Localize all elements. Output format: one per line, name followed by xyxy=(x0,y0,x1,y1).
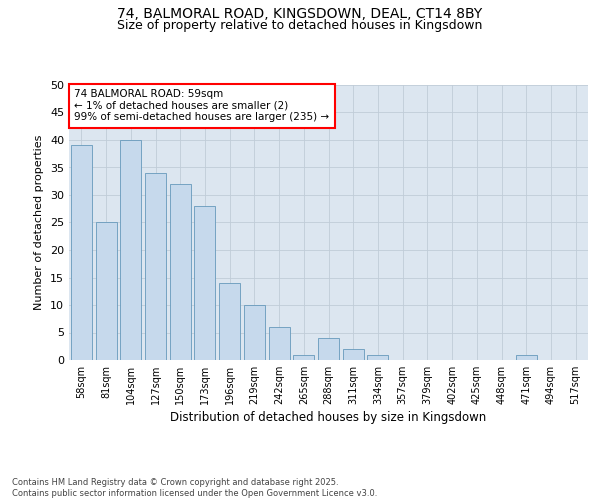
Bar xyxy=(95,222,116,360)
Bar xyxy=(194,206,215,360)
Bar xyxy=(170,184,191,360)
Bar xyxy=(343,349,364,360)
Bar xyxy=(269,327,290,360)
Text: Size of property relative to detached houses in Kingsdown: Size of property relative to detached ho… xyxy=(118,19,482,32)
Text: Contains HM Land Registry data © Crown copyright and database right 2025.
Contai: Contains HM Land Registry data © Crown c… xyxy=(12,478,377,498)
Bar xyxy=(516,354,537,360)
Bar xyxy=(293,354,314,360)
Bar xyxy=(71,146,92,360)
Bar xyxy=(219,283,240,360)
Text: 74 BALMORAL ROAD: 59sqm
← 1% of detached houses are smaller (2)
99% of semi-deta: 74 BALMORAL ROAD: 59sqm ← 1% of detached… xyxy=(74,89,329,122)
Bar xyxy=(145,173,166,360)
X-axis label: Distribution of detached houses by size in Kingsdown: Distribution of detached houses by size … xyxy=(170,411,487,424)
Bar xyxy=(318,338,339,360)
Bar xyxy=(244,305,265,360)
Text: 74, BALMORAL ROAD, KINGSDOWN, DEAL, CT14 8BY: 74, BALMORAL ROAD, KINGSDOWN, DEAL, CT14… xyxy=(118,8,482,22)
Y-axis label: Number of detached properties: Number of detached properties xyxy=(34,135,44,310)
Bar xyxy=(120,140,141,360)
Bar xyxy=(367,354,388,360)
